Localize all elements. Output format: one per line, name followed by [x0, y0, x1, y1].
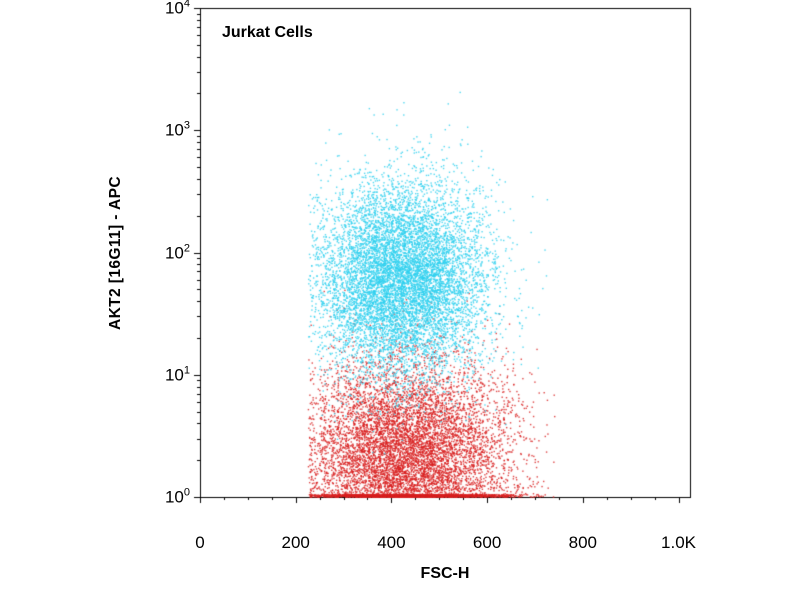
y-tick-label: 102	[164, 242, 190, 262]
x-tick-label: 200	[281, 533, 310, 552]
y-tick-label: 104	[164, 0, 190, 18]
y-tick-label: 100	[164, 486, 190, 507]
x-tick-label: 400	[377, 533, 406, 552]
y-tick-label: 103	[164, 119, 190, 140]
y-tick-label: 101	[164, 364, 190, 385]
y-axis-label: AKT2 [16G11] - APC	[107, 176, 124, 330]
x-tick-label: 0	[195, 533, 205, 552]
y-axis-tick-labels: 104 103 102 101 100	[138, 0, 194, 600]
x-axis-label: FSC-H	[420, 565, 470, 582]
x-tick-label: 1.0K	[661, 533, 697, 552]
plot-title: Jurkat Cells	[222, 24, 313, 41]
x-tick-label: 600	[472, 533, 502, 552]
x-axis-tick-labels: 0 200 400 600 800 1.0K	[0, 533, 800, 557]
x-tick-label: 800	[568, 533, 597, 552]
